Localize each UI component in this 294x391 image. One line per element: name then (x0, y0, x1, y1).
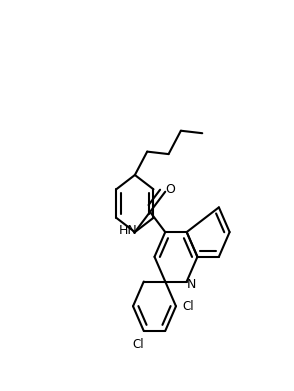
Text: Cl: Cl (132, 338, 144, 351)
Text: O: O (166, 183, 176, 196)
Text: N: N (186, 278, 196, 291)
Text: Cl: Cl (182, 300, 193, 313)
Text: HN: HN (119, 224, 138, 237)
